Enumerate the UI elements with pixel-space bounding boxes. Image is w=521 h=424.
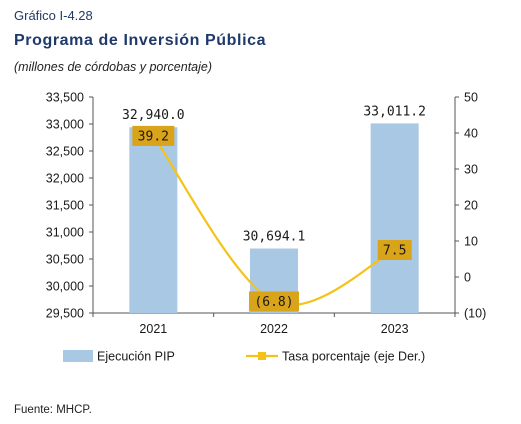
source-note: Fuente: MHCP. <box>14 404 92 416</box>
x-category-label: 2023 <box>381 322 409 336</box>
x-category-label: 2021 <box>139 322 167 336</box>
line-value-box <box>377 240 412 260</box>
y-right-tick-label: 30 <box>464 163 478 177</box>
bar-ejecucion-pip <box>129 127 178 314</box>
y-right-tick-label: 40 <box>464 127 478 141</box>
chart-subtitle: (millones de córdobas y porcentaje) <box>14 60 213 74</box>
figure-label: Gráfico I-4.28 <box>14 8 93 23</box>
legend-bar-swatch <box>63 350 93 362</box>
bar-value-label: 33,011.2 <box>363 104 426 119</box>
bar-value-label: 30,694.1 <box>243 230 306 245</box>
line-value-label: (6.8) <box>254 295 293 310</box>
line-value-label: 39.2 <box>138 129 169 144</box>
y-right-tick-label: 10 <box>464 235 478 249</box>
y-right-tick-label: 20 <box>464 199 478 213</box>
chart-title: Programa de Inversión Pública <box>14 32 267 49</box>
chart-svg: 29,500 30,000 30,500 31,000 31,500 32,000 32,5… <box>46 91 486 364</box>
y-left-tick-label: 32,500 <box>46 145 84 159</box>
y-left-tick-label: 33,500 <box>46 91 84 105</box>
legend-bar-label: Ejecución PIP <box>97 350 175 364</box>
y-left-tick-label: 30,000 <box>46 280 84 294</box>
line-value-box <box>132 125 175 146</box>
y-left-tick-label: 32,000 <box>46 172 84 186</box>
bar-value-label: 32,940.0 <box>122 108 185 123</box>
y-left-tick-label: 31,000 <box>46 226 84 240</box>
line-value-label: 7.5 <box>383 244 406 259</box>
x-category-label: 2022 <box>260 322 288 336</box>
line-value-box <box>249 291 299 312</box>
legend-line-label: Tasa porcentaje (eje Der.) <box>282 350 425 364</box>
y-left-tick-label: 33,000 <box>46 118 84 132</box>
y-right-tick-label: (10) <box>464 307 486 321</box>
bar-ejecucion-pip <box>370 123 419 313</box>
y-left-tick-label: 29,500 <box>46 307 84 321</box>
legend-line-marker <box>258 352 266 360</box>
y-left-tick-label: 31,500 <box>46 199 84 213</box>
y-right-tick-label: 50 <box>464 91 478 105</box>
y-right-tick-label: 0 <box>464 271 471 285</box>
y-left-tick-label: 30,500 <box>46 253 84 267</box>
